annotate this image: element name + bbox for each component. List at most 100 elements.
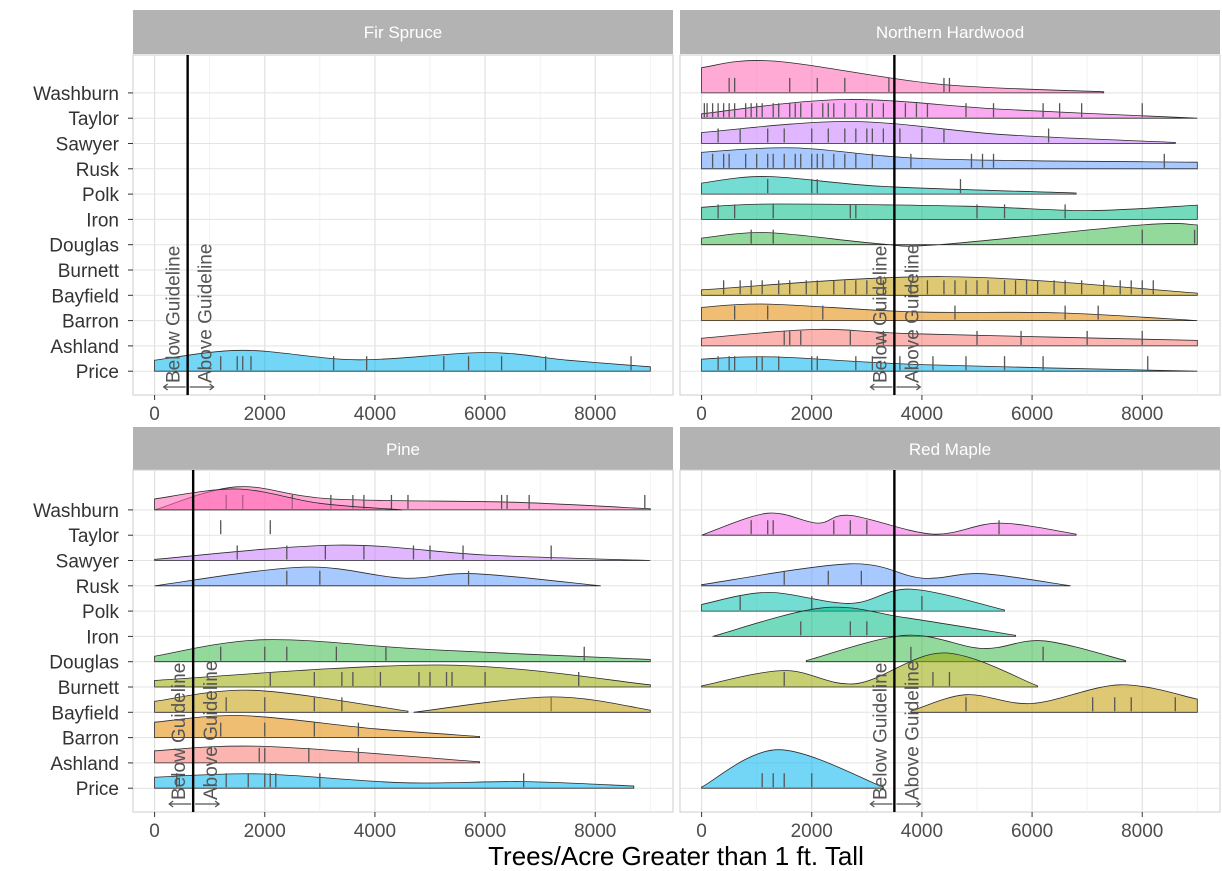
y-tick-label: Bayfield <box>51 703 119 724</box>
density-ridge-rusk <box>154 566 601 587</box>
below-guideline-label: Below Guideline <box>870 663 891 800</box>
density-ridge-rusk <box>701 147 1198 170</box>
y-tick-label: Price <box>76 362 119 383</box>
x-tick-label: 2000 <box>244 404 286 425</box>
facet-strip <box>680 10 1220 54</box>
density-ridge-bayfield <box>910 684 1198 713</box>
y-tick-label: Bayfield <box>51 286 119 307</box>
panel-background <box>132 54 674 396</box>
density-ridge-douglas <box>154 639 651 663</box>
density-ridge-rusk <box>701 563 1071 587</box>
x-tick-label: 2000 <box>791 821 833 842</box>
density-ridge-price <box>701 356 1198 372</box>
density-ridge-sawyer <box>701 121 1176 144</box>
y-tick-label: Douglas <box>49 653 119 674</box>
x-tick-label: 2000 <box>244 821 286 842</box>
above-guideline-arrow <box>189 383 215 391</box>
below-guideline-label: Below Guideline <box>164 246 185 383</box>
above-guideline-label: Above Guideline <box>196 244 217 383</box>
below-guideline-arrow <box>869 383 893 391</box>
y-tick-label: Washburn <box>33 84 119 105</box>
ridges <box>154 486 651 789</box>
above-guideline-label: Above Guideline <box>902 244 923 383</box>
x-tick-label: 4000 <box>901 404 943 425</box>
density-ridge-bayfield <box>154 689 409 713</box>
below-guideline-arrow <box>168 800 192 808</box>
facet-panel-4: Red Maple Below Guideline Above Guideline 0… <box>679 427 1221 842</box>
above-guideline-label: Above Guideline <box>201 661 222 800</box>
facet-title: Fir Spruce <box>364 23 442 42</box>
x-tick-label: 4000 <box>354 404 396 425</box>
density-ridge-douglas <box>701 223 1198 247</box>
y-tick-label: Ashland <box>50 754 119 775</box>
density-ridge-taylor <box>701 512 1077 536</box>
density-ridge-polk <box>701 588 1005 612</box>
y-tick-label: Sawyer <box>56 552 120 573</box>
above-guideline-arrow <box>195 800 221 808</box>
above-guideline-arrow <box>896 800 922 808</box>
below-guideline-label: Below Guideline <box>169 663 190 800</box>
y-tick-label: Rusk <box>76 577 120 598</box>
ridges <box>701 512 1198 789</box>
x-tick-label: 8000 <box>1121 821 1163 842</box>
x-axis-title: Trees/Acre Greater than 1 ft. Tall <box>488 841 864 871</box>
y-tick-label: Polk <box>82 185 119 206</box>
x-tick-label: 8000 <box>574 404 616 425</box>
density-ridge-washburn <box>701 60 1105 94</box>
facet-strip <box>133 10 673 54</box>
y-tick-label: Taylor <box>68 526 119 547</box>
y-tick-label: Iron <box>86 210 119 231</box>
density-ridge-washburn <box>154 488 403 511</box>
facet-title: Northern Hardwood <box>876 23 1024 42</box>
x-tick-label: 8000 <box>574 821 616 842</box>
y-tick-label: Burnett <box>58 678 120 699</box>
facet-panel-1: Fir Spruce Below Guideline Above Guideline… <box>33 10 674 425</box>
density-ridge-barron <box>701 303 1198 321</box>
facet-strip <box>680 427 1220 471</box>
density-ridge-burnett <box>701 652 1038 688</box>
facet-panel-2: Northern Hardwood Below Guideline Above Gu… <box>679 10 1221 425</box>
y-tick-label: Taylor <box>68 109 119 130</box>
y-tick-label: Barron <box>62 312 119 333</box>
density-ridge-iron <box>712 606 1016 637</box>
facet-title: Red Maple <box>909 440 991 459</box>
y-tick-label: Sawyer <box>56 135 120 156</box>
x-tick-label: 0 <box>696 821 707 842</box>
y-tick-label: Barron <box>62 729 119 750</box>
y-tick-label: Burnett <box>58 261 120 282</box>
x-tick-label: 6000 <box>464 821 506 842</box>
density-ridge-burnett <box>154 664 651 688</box>
below-guideline-label: Below Guideline <box>870 246 891 383</box>
ridges <box>154 349 651 372</box>
facet-strip <box>133 427 673 471</box>
ridges <box>701 60 1198 372</box>
density-ridge-price <box>154 773 635 789</box>
y-tick-label: Rusk <box>76 160 120 181</box>
facet-panel-3: Pine Below Guideline Above Guideline Price A… <box>33 427 674 842</box>
density-ridge-iron <box>701 203 1198 220</box>
x-tick-label: 2000 <box>791 404 833 425</box>
density-ridge-bayfield <box>413 696 651 713</box>
below-guideline-arrow <box>869 800 893 808</box>
x-tick-label: 0 <box>149 821 160 842</box>
x-tick-label: 4000 <box>901 821 943 842</box>
x-tick-label: 6000 <box>1011 404 1053 425</box>
facet-title: Pine <box>386 440 420 459</box>
above-guideline-arrow <box>896 383 922 391</box>
density-ridge-price <box>154 349 651 372</box>
density-ridge-barron <box>154 715 480 738</box>
above-guideline-label: Above Guideline <box>902 661 923 800</box>
x-tick-label: 4000 <box>354 821 396 842</box>
y-tick-label: Douglas <box>49 236 119 257</box>
density-ridge-douglas <box>805 634 1127 663</box>
y-tick-label: Iron <box>86 627 119 648</box>
density-ridge-ashland <box>154 745 480 764</box>
density-ridge-sawyer <box>154 544 651 561</box>
y-tick-label: Polk <box>82 602 119 623</box>
density-ridge-polk <box>701 176 1077 195</box>
density-ridge-ashland <box>701 328 1198 347</box>
density-ridge-bayfield <box>701 276 1198 296</box>
below-guideline-arrow <box>162 383 186 391</box>
facet-panels: Fir Spruce Below Guideline Above Guideline… <box>33 10 1221 842</box>
